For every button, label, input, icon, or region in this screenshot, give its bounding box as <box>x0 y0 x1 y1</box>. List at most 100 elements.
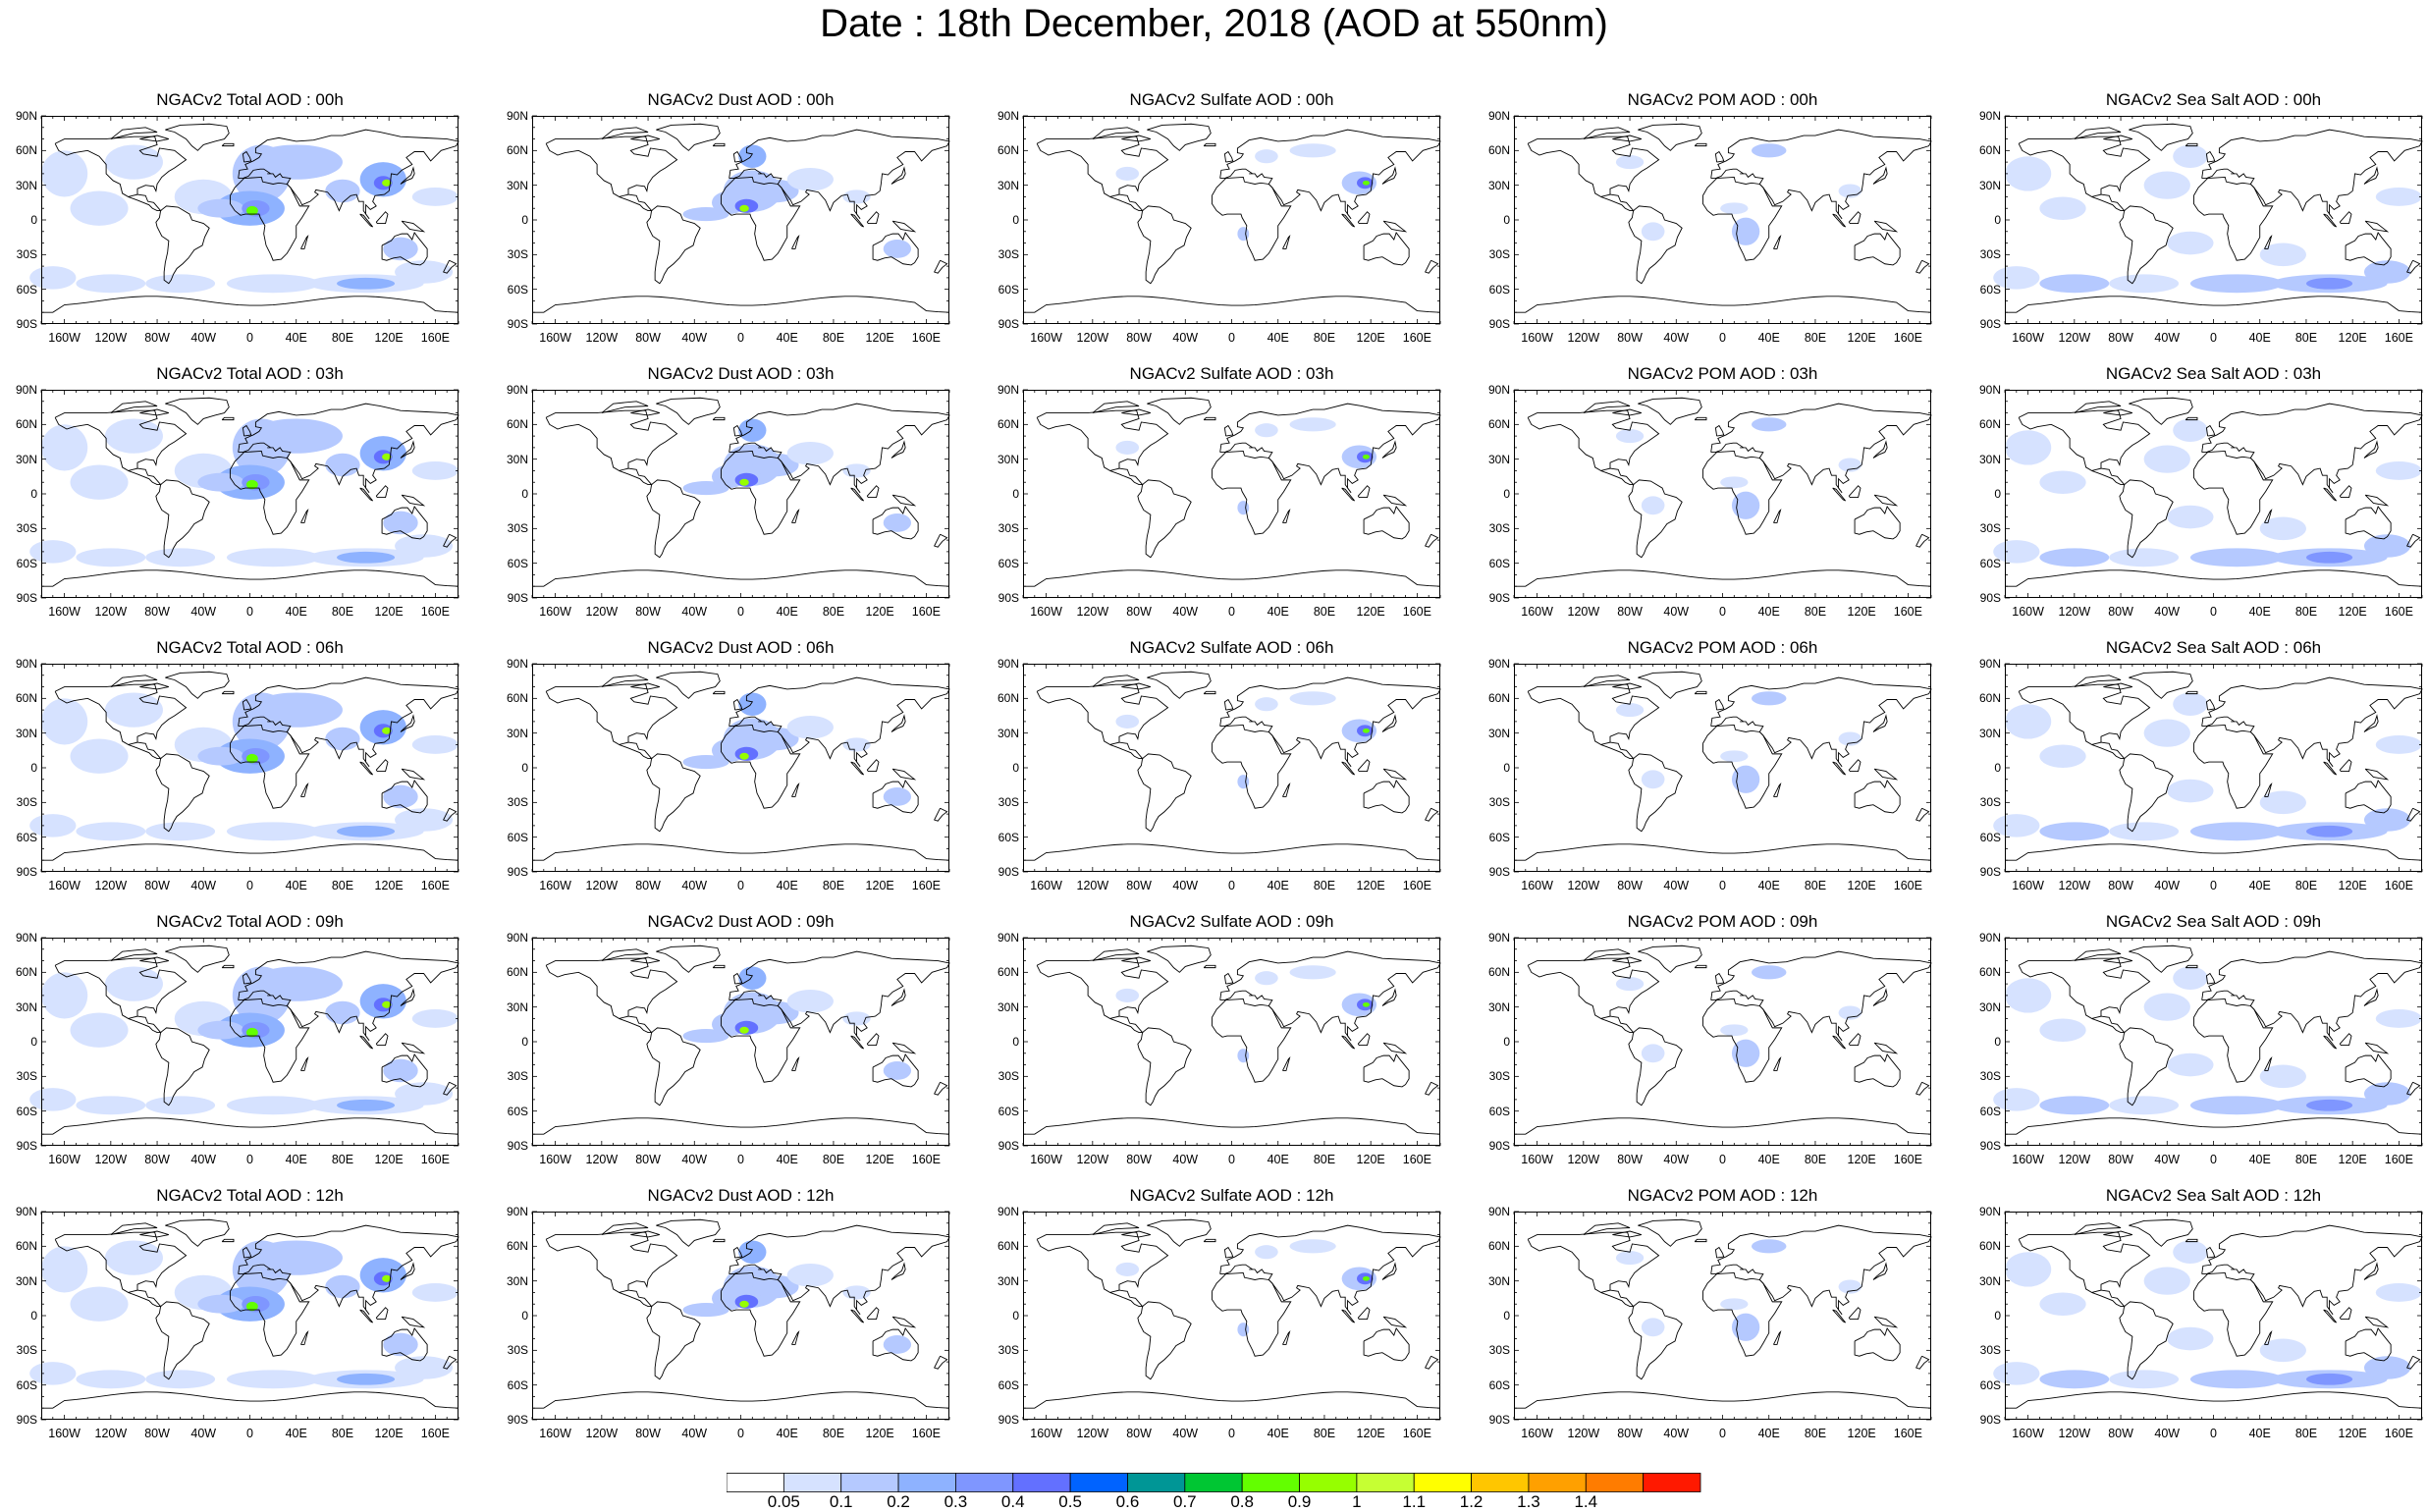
lat-label: 0 <box>1503 1035 1510 1049</box>
lon-label: 40E <box>1267 605 1289 619</box>
coastline <box>1714 698 1725 711</box>
aod-field <box>738 1240 767 1264</box>
lat-label: 0 <box>1994 487 2001 501</box>
lat-label: 60N <box>506 143 528 158</box>
map-panel-sulfate-00h: NGACv2 Sulfate AOD : 00h 90N 60N 30N 0 30S 60S… <box>982 86 1473 351</box>
colorbar-swatch <box>1069 1473 1128 1492</box>
lon-label: 120W <box>1567 331 1600 345</box>
aod-field <box>2039 1370 2110 1389</box>
coastline <box>656 123 721 151</box>
colorbar-swatch <box>1643 1473 1701 1492</box>
aod-field <box>2039 548 2110 567</box>
map-panel-sea-salt-06h: NGACv2 Sea Salt AOD : 06h 90N 60N 30N 0 30S 60… <box>1964 634 2428 899</box>
lat-label: 90N <box>1978 109 2001 123</box>
coastline <box>1872 714 1888 732</box>
map-panel-dust-03h: NGACv2 Dust AOD : 03h 90N 60N 30N 0 30S 60S 90S… <box>491 360 982 625</box>
aod-field <box>325 179 360 203</box>
coastline <box>1694 1238 1707 1243</box>
lon-label: 40E <box>1267 331 1289 345</box>
coastline <box>165 945 230 973</box>
lon-label: 160W <box>48 605 81 619</box>
lon-label: 40W <box>190 1153 217 1166</box>
coastline <box>1425 259 1439 274</box>
coastline <box>1203 690 1216 695</box>
coastline <box>2192 998 2274 1083</box>
aod-field <box>2363 1082 2411 1106</box>
lat-label: 60N <box>1978 1239 2001 1254</box>
lon-label: 80E <box>822 1153 845 1166</box>
aod-field <box>245 205 258 216</box>
lon-label: 40W <box>2154 879 2181 892</box>
aod-field <box>76 548 146 567</box>
lat-label: 30N <box>506 999 528 1014</box>
coastline <box>2103 408 2132 416</box>
coastline <box>139 1230 169 1238</box>
coastline <box>300 508 309 523</box>
coastline <box>400 440 415 459</box>
lon-label: 80E <box>1804 605 1827 619</box>
lon-label: 120E <box>2338 1153 2367 1166</box>
coastline <box>401 1042 426 1054</box>
coastline <box>1109 1289 1144 1308</box>
coastline <box>1600 1289 1635 1308</box>
coastline <box>300 234 309 249</box>
coastline <box>1848 485 1861 498</box>
world-map <box>1993 663 2423 873</box>
coastline <box>2363 1262 2379 1280</box>
lat-label: 60S <box>16 830 37 844</box>
map-background <box>1514 938 1931 1146</box>
aod-field <box>1237 775 1250 789</box>
aod-field <box>738 966 767 990</box>
aod-field <box>395 260 454 284</box>
lon-label: 120E <box>374 605 404 619</box>
coastline <box>2339 1033 2352 1046</box>
lon-label: 80W <box>2108 1153 2133 1166</box>
lat-label: 60S <box>998 282 1019 297</box>
lon-label: 40E <box>776 331 798 345</box>
map-background <box>2005 116 2422 324</box>
aod-field <box>76 1096 146 1115</box>
coastline <box>2406 533 2421 548</box>
lat-label: 30S <box>507 521 528 536</box>
lon-label: 40W <box>190 331 217 345</box>
lon-label: 120E <box>2338 331 2367 345</box>
lat-label: 30S <box>1979 521 2001 536</box>
lon-label: 160W <box>48 1427 81 1440</box>
lat-label: 0 <box>30 1309 37 1323</box>
coastline <box>2103 682 2132 690</box>
coastline <box>1600 741 1635 760</box>
coastline <box>2074 401 2122 413</box>
coastline <box>1915 1081 1930 1096</box>
coastline <box>1638 1218 1702 1247</box>
lon-label: 80W <box>1126 331 1152 345</box>
coastline <box>2091 467 2126 486</box>
aod-field <box>1720 1024 1749 1037</box>
lat-label: 60S <box>1979 830 2001 844</box>
lon-label: 80E <box>1804 1153 1827 1166</box>
lon-label: 160E <box>911 1427 941 1440</box>
coastline <box>2119 1301 2174 1380</box>
aod-field <box>41 1246 88 1293</box>
aod-field <box>1289 143 1336 158</box>
lon-label: 40W <box>1172 1427 1199 1440</box>
coastline <box>646 479 701 559</box>
coastline <box>110 401 158 413</box>
coastline <box>1341 487 1355 502</box>
lat-label: 60N <box>1978 965 2001 980</box>
coastline <box>1357 211 1371 224</box>
coastline <box>1710 950 1932 1042</box>
lon-label: 0 <box>1719 605 1726 619</box>
coastline <box>630 408 660 416</box>
map-panel-pom-00h: NGACv2 POM AOD : 00h 90N 60N 30N 0 30S 60S 90S 1… <box>1473 86 1964 351</box>
coastline <box>238 676 459 768</box>
lat-label: 60S <box>1488 1377 1510 1392</box>
coastline <box>1854 780 1901 814</box>
lat-label: 0 <box>1994 213 2001 227</box>
aod-field <box>337 277 396 290</box>
coastline <box>630 956 660 964</box>
coastline <box>165 671 230 699</box>
world-map <box>1993 937 2423 1147</box>
aod-field <box>2375 1283 2422 1302</box>
coastline <box>1612 956 1642 964</box>
lat-label: 90N <box>1487 657 1510 671</box>
